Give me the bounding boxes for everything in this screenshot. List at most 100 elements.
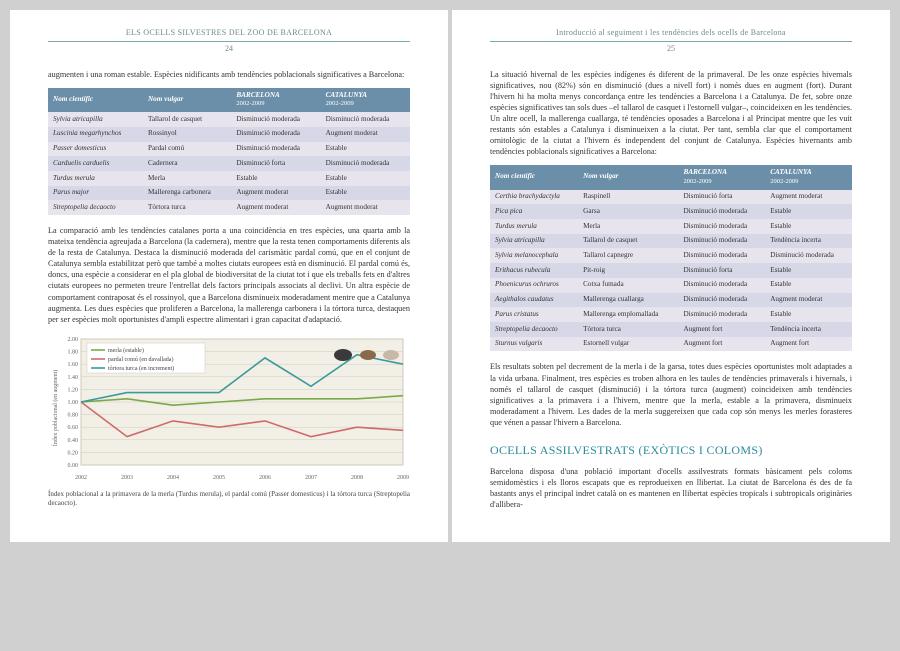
table-cell: Augment fort [765,337,852,352]
svg-text:0.60: 0.60 [68,425,79,431]
table-cell: Augment moderat [231,186,320,201]
table-row: Aegithalos caudatusMallerenga cuallargaD… [490,293,852,308]
table-row: Pica picaGarsaDisminució moderadaEstable [490,204,852,219]
table-cell: Cadernera [143,156,231,171]
table-row: Phoenicurus ochrurosCotxa fumadaDisminuc… [490,278,852,293]
table-cell: Augment moderat [321,200,410,215]
population-chart: 0.000.200.400.600.801.001.201.401.601.80… [48,333,410,483]
svg-text:2.00: 2.00 [68,337,79,343]
table-cell: Disminució moderada [231,112,320,127]
table-cell: Turdus merula [48,171,143,186]
chart-caption: Índex poblacional a la primavera de la m… [48,490,410,509]
table-cell: Disminució moderada [678,204,765,219]
table-cell: Augment moderat [765,293,852,308]
table-cell: Turdus merula [490,219,578,234]
svg-text:2007: 2007 [305,475,317,481]
running-head-right: Introducció al seguiment i les tendèncie… [490,28,852,42]
table-cell: Mallerenga carbonera [143,186,231,201]
table-cell: Estornell vulgar [578,337,678,352]
svg-text:Índex poblacional (en augment): Índex poblacional (en augment) [51,369,59,445]
table-cell: Tendència incerta [765,234,852,249]
table-cell: Pit-roig [578,263,678,278]
table-header: Nom vulgar [143,88,231,112]
table-row: Sylvia atricapillaTallarol de casquetDis… [48,112,410,127]
svg-text:0.20: 0.20 [68,450,79,456]
svg-text:merla (estable): merla (estable) [108,347,144,354]
table-row: Luscinia megarhynchosRossinyolDisminució… [48,127,410,142]
table-cell: Tórtora turca [143,200,231,215]
svg-text:2008: 2008 [351,475,363,481]
table-cell: Pica pica [490,204,578,219]
table-cell: Augment fort [678,337,765,352]
table-cell: Disminució moderada [678,278,765,293]
table-cell: Garsa [578,204,678,219]
table-row: Sylvia melanocephalaTallarol capnegreDis… [490,248,852,263]
table-header: CATALUNYA2002-2009 [765,165,852,189]
table-cell: Certhia brachydactyla [490,190,578,205]
intro-left: augmenten i una roman estable. Espècies … [48,69,410,80]
table-header: Nom vulgar [578,165,678,189]
svg-text:0.40: 0.40 [68,438,79,444]
svg-text:pardal comú (en davallada): pardal comú (en davallada) [108,356,173,363]
table-cell: Disminució moderada [321,156,410,171]
table-cell: Disminució forta [231,156,320,171]
table-cell: Tórtora turca [578,322,678,337]
body-left: La comparació amb les tendències catalan… [48,225,410,325]
table-cell: Sylvia atricapilla [490,234,578,249]
table-cell: Carduelis carduelis [48,156,143,171]
table-cell: Disminució forta [678,263,765,278]
table-cell: Disminució moderada [678,234,765,249]
table-cell: Disminució moderada [678,307,765,322]
table-row: Sylvia atricapillaTallarol de casquetDis… [490,234,852,249]
svg-text:2009: 2009 [397,475,409,481]
body2-right: Barcelona disposa d'una població importa… [490,466,852,510]
svg-text:tórtora turca (en increment): tórtora turca (en increment) [108,365,174,372]
chart-wrap: 0.000.200.400.600.801.001.201.401.601.80… [48,333,410,509]
table-cell: Luscinia megarhynchos [48,127,143,142]
table-cell: Disminució moderada [321,112,410,127]
table-cell: Tallarol capnegre [578,248,678,263]
page-right: Introducció al seguiment i les tendèncie… [452,10,890,542]
table-row: Streptopelia decaoctoTórtora turcaAugmen… [48,200,410,215]
table-left: Nom científicNom vulgarBARCELONA2002-200… [48,88,410,216]
table-cell: Disminució moderada [678,293,765,308]
table-cell: Estable [765,263,852,278]
svg-text:1.80: 1.80 [68,349,79,355]
table-cell: Mallerenga emplomallada [578,307,678,322]
table-cell: Disminució moderada [678,219,765,234]
svg-text:0.80: 0.80 [68,412,79,418]
svg-text:0.00: 0.00 [68,463,79,469]
table-cell: Estable [765,219,852,234]
table-cell: Tallarol de casquet [578,234,678,249]
svg-text:2003: 2003 [121,475,133,481]
table-header: Nom científic [48,88,143,112]
table-cell: Pardal comú [143,142,231,157]
table-cell: Estable [765,307,852,322]
body-right: Els resultats sobten pel decrement de la… [490,361,852,427]
table-row: Turdus merulaMerlaDisminució moderadaEst… [490,219,852,234]
table-cell: Augment moderat [765,190,852,205]
table-row: Erithacus rubeculaPit-roigDisminució for… [490,263,852,278]
table-cell: Augment moderat [321,127,410,142]
table-cell: Parus major [48,186,143,201]
table-cell: Rossinyol [143,127,231,142]
table-row: Passer domesticusPardal comúDisminució m… [48,142,410,157]
svg-text:2004: 2004 [167,475,179,481]
table-cell: Estable [321,171,410,186]
table-header: BARCELONA2002-2009 [678,165,765,189]
table-cell: Cotxa fumada [578,278,678,293]
table-header: BARCELONA2002-2009 [231,88,320,112]
svg-text:1.60: 1.60 [68,362,79,368]
table-row: Certhia brachydactylaRaspinellDisminució… [490,190,852,205]
table-cell: Disminució moderada [678,248,765,263]
page-spread: ELS OCELLS SILVESTRES DEL ZOO DE BARCELO… [10,10,890,542]
table-cell: Disminució forta [678,190,765,205]
table-cell: Estable [765,278,852,293]
table-cell: Passer domesticus [48,142,143,157]
table-cell: Erithacus rubecula [490,263,578,278]
svg-text:2002: 2002 [75,475,87,481]
table-cell: Raspinell [578,190,678,205]
table-cell: Sylvia melanocephala [490,248,578,263]
table-row: Streptopelia decaoctoTórtora turcaAugmen… [490,322,852,337]
page-number-left: 24 [48,44,410,55]
